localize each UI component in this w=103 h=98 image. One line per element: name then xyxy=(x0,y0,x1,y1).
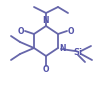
Text: O: O xyxy=(68,26,74,35)
Text: Si: Si xyxy=(74,48,83,57)
Text: N: N xyxy=(43,15,49,24)
Text: N: N xyxy=(59,44,66,53)
Text: O: O xyxy=(43,65,49,74)
Text: O: O xyxy=(18,26,24,35)
